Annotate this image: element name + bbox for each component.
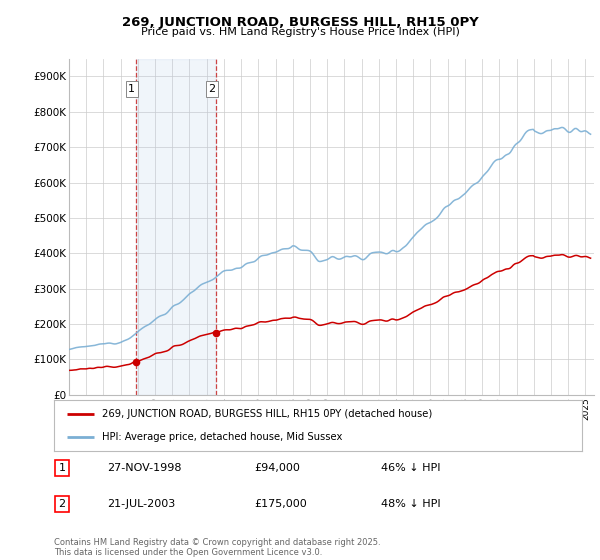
Bar <box>136 59 216 395</box>
Text: 2: 2 <box>208 84 215 94</box>
Text: Contains HM Land Registry data © Crown copyright and database right 2025.
This d: Contains HM Land Registry data © Crown c… <box>54 538 380 557</box>
Text: 48% ↓ HPI: 48% ↓ HPI <box>382 499 441 509</box>
Text: £175,000: £175,000 <box>254 499 307 509</box>
Text: 1: 1 <box>58 463 65 473</box>
Text: 269, JUNCTION ROAD, BURGESS HILL, RH15 0PY: 269, JUNCTION ROAD, BURGESS HILL, RH15 0… <box>122 16 478 29</box>
Text: 21-JUL-2003: 21-JUL-2003 <box>107 499 175 509</box>
Text: HPI: Average price, detached house, Mid Sussex: HPI: Average price, detached house, Mid … <box>101 432 342 442</box>
Text: 1: 1 <box>128 84 136 94</box>
Text: 2: 2 <box>58 499 65 509</box>
Text: 46% ↓ HPI: 46% ↓ HPI <box>382 463 441 473</box>
Text: Price paid vs. HM Land Registry's House Price Index (HPI): Price paid vs. HM Land Registry's House … <box>140 27 460 37</box>
Text: £94,000: £94,000 <box>254 463 301 473</box>
Text: 269, JUNCTION ROAD, BURGESS HILL, RH15 0PY (detached house): 269, JUNCTION ROAD, BURGESS HILL, RH15 0… <box>101 409 432 419</box>
Text: 27-NOV-1998: 27-NOV-1998 <box>107 463 181 473</box>
